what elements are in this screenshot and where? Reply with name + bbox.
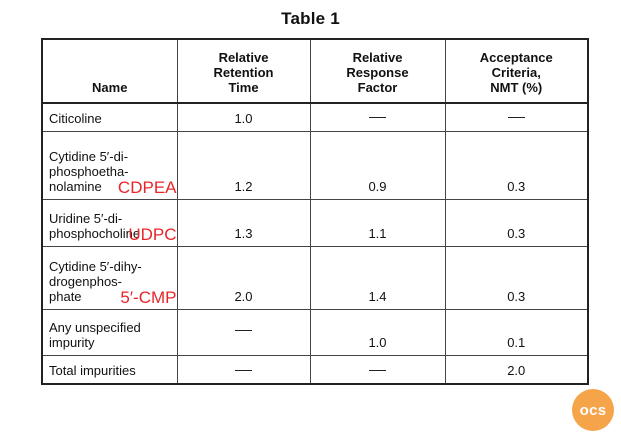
row-rrt — [176, 308, 311, 357]
row-name: Cytidine 5′-dihy-drogenphos-phate 5′-CMP — [41, 245, 178, 310]
row-rrf: 1.0 — [309, 308, 446, 357]
header-relative-response-factor: Relative Response Factor — [309, 38, 446, 104]
row-name: Cytidine 5′-di-phosphoetha-nolamine CDPE… — [41, 130, 178, 201]
table-row: Cytidine 5′-dihy-drogenphos-phate 5′-CMP… — [41, 245, 589, 310]
table-row: Any unspecified impurity 1.0 0.1 — [41, 308, 589, 357]
row-name: Citicoline — [41, 102, 178, 132]
handwritten-note-cdpea: CDPEA — [117, 178, 177, 198]
row-name: Uridine 5′-di-phosphocholine UDPC — [41, 199, 178, 247]
table-row: Citicoline 1.0 — [41, 102, 589, 132]
watermark-logo: ocs — [572, 389, 614, 431]
row-rrt — [176, 355, 311, 385]
row-nmt — [444, 102, 589, 132]
row-nmt: 2.0 — [444, 355, 589, 385]
header-relative-retention-time: Relative Retention Time — [176, 38, 311, 104]
table-row: Total impurities 2.0 — [41, 355, 589, 385]
row-rrf: 1.4 — [309, 245, 446, 310]
row-nmt: 0.1 — [444, 308, 589, 357]
row-name: Any unspecified impurity — [41, 308, 178, 357]
dash-mark — [369, 369, 386, 371]
dash-mark — [235, 330, 252, 332]
row-rrt: 2.0 — [176, 245, 311, 310]
impurity-table: Name Relative Retention Time Relative Respo… — [41, 38, 589, 385]
table-caption: Table 1 — [281, 9, 340, 28]
table-row: Uridine 5′-di-phosphocholine UDPC 1.3 1.… — [41, 199, 589, 247]
row-rrf: 0.9 — [309, 130, 446, 201]
handwritten-note-5-cmp: 5′-CMP — [120, 287, 177, 307]
handwritten-note-udpc: UDPC — [128, 224, 177, 244]
table-row: Cytidine 5′-di-phosphoetha-nolamine CDPE… — [41, 130, 589, 201]
header-name: Name — [41, 38, 178, 104]
row-rrt: 1.3 — [176, 199, 311, 247]
row-rrf: 1.1 — [309, 199, 446, 247]
row-nmt: 0.3 — [444, 130, 589, 201]
dash-mark — [507, 117, 525, 119]
row-rrt: 1.0 — [176, 102, 311, 132]
dash-mark — [235, 369, 252, 371]
dash-mark — [369, 117, 386, 119]
row-nmt: 0.3 — [444, 199, 589, 247]
row-rrf — [309, 355, 446, 385]
header-acceptance-criteria: Acceptance Criteria, NMT (%) — [444, 38, 589, 104]
row-name: Total impurities — [41, 355, 178, 385]
row-rrt: 1.2 — [176, 130, 311, 201]
row-nmt: 0.3 — [444, 245, 589, 310]
header-row: Name Relative Retention Time Relative Respo… — [41, 38, 589, 104]
row-rrf — [309, 102, 446, 132]
